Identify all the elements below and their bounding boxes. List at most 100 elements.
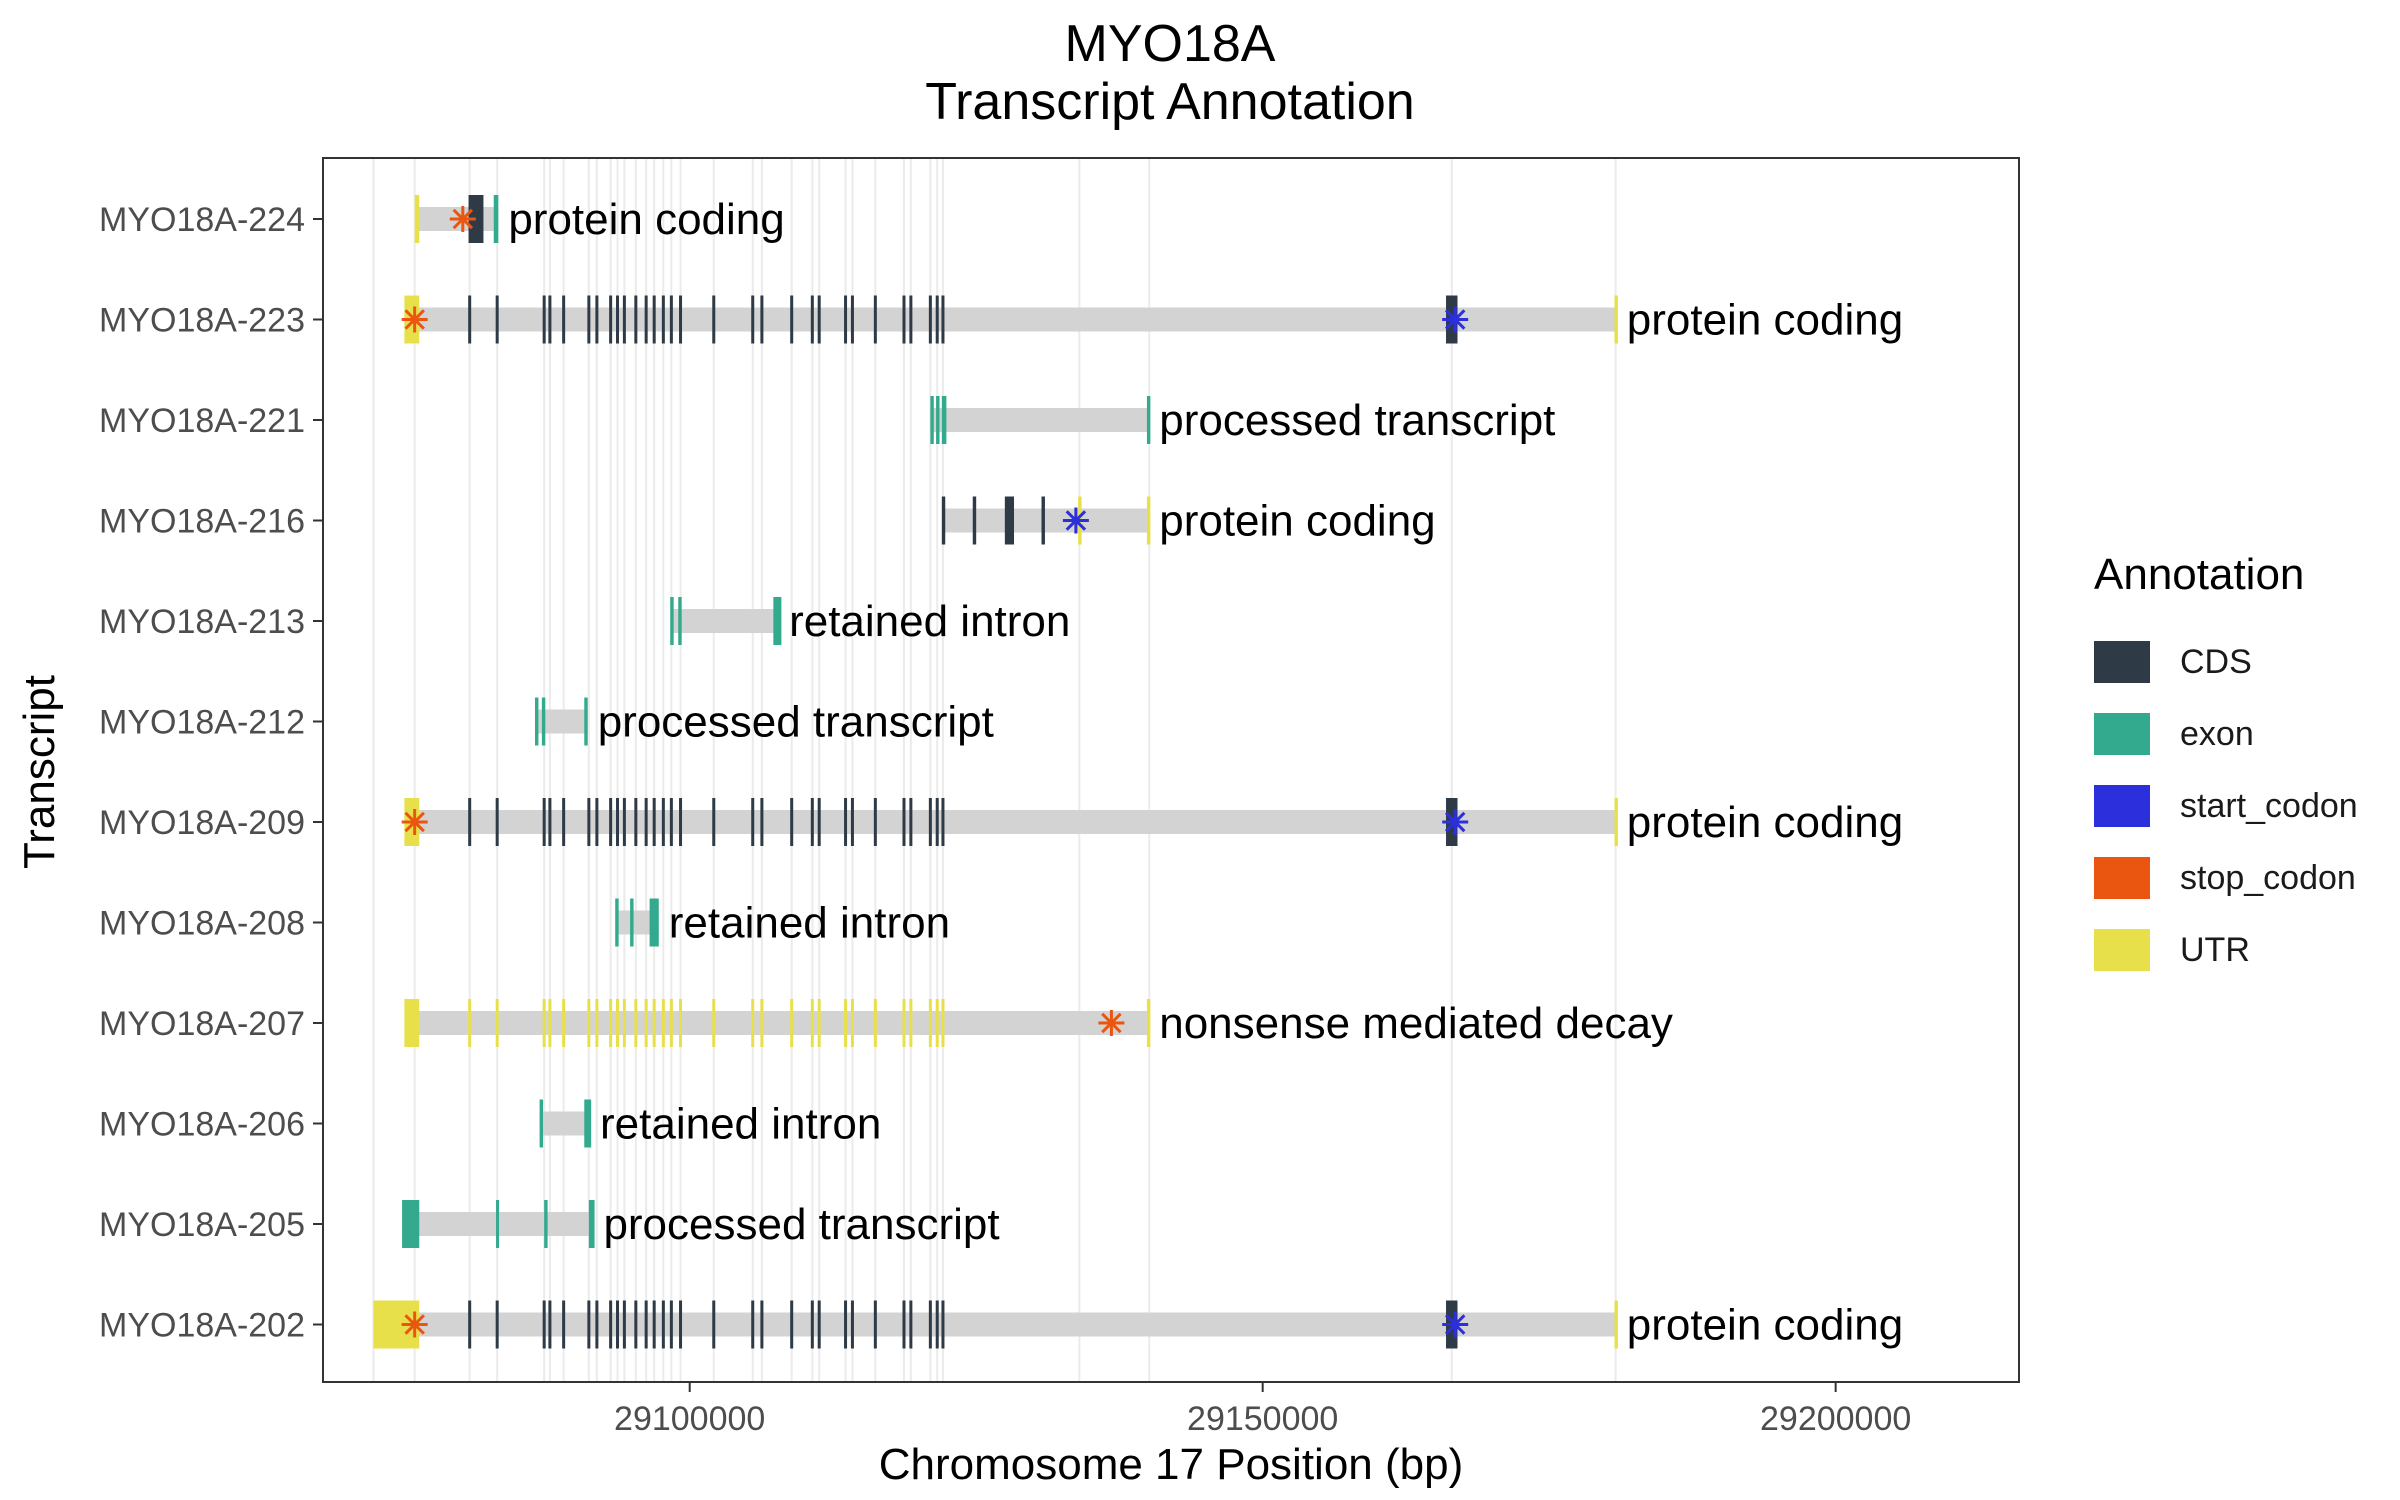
legend-label-exon: exon — [2180, 714, 2254, 753]
exon-block — [542, 1300, 546, 1349]
exon-block — [928, 1300, 932, 1349]
exon-block — [539, 1099, 544, 1148]
cds-block — [941, 496, 946, 545]
legend-label-utr: UTR — [2180, 930, 2250, 969]
transcript-label: protein coding — [1627, 1301, 1903, 1350]
exon-block — [548, 999, 552, 1047]
exon-block — [773, 597, 782, 645]
exon-block — [844, 295, 848, 344]
exon-block — [902, 999, 906, 1047]
transcript-myo18a-216: protein coding — [941, 496, 1436, 546]
y-tick-label: MYO18A-223 — [99, 302, 305, 340]
y-tick-label: MYO18A-224 — [99, 201, 305, 239]
exon-block — [468, 798, 472, 846]
exon-block — [941, 999, 945, 1047]
exon-block — [562, 1300, 566, 1349]
utr-block — [1146, 999, 1151, 1047]
exon-block — [644, 1300, 648, 1349]
exon-block — [844, 798, 848, 846]
transcript-label: protein coding — [508, 195, 784, 244]
utr-block — [414, 195, 420, 243]
transcript-backbone — [414, 307, 1617, 332]
exon-block — [595, 1300, 599, 1349]
exon-block — [652, 999, 656, 1047]
transcript-myo18a-208: retained intron — [615, 898, 950, 948]
transcript-backbone — [414, 1212, 594, 1236]
utr-block — [1614, 1300, 1618, 1349]
exon-block — [548, 798, 552, 846]
transcript-backbone — [671, 609, 780, 633]
exon-block — [679, 295, 683, 344]
exon-block — [936, 396, 940, 444]
exon-block — [661, 798, 665, 846]
exon-block — [634, 1300, 638, 1349]
exon-block — [817, 798, 821, 846]
exon-block — [1146, 396, 1151, 444]
exon-block — [810, 1300, 814, 1349]
exon-block — [751, 999, 755, 1047]
exon-block — [817, 295, 821, 344]
legend-swatch-utr — [2094, 929, 2150, 971]
exon-block — [595, 798, 599, 846]
y-tick-label: MYO18A-216 — [99, 503, 305, 541]
stop-codon-marker — [449, 206, 476, 232]
chart-subtitle: Transcript Annotation — [925, 73, 1415, 131]
utr-block — [404, 999, 420, 1047]
exon-block — [850, 295, 854, 344]
exon-block — [562, 999, 566, 1047]
panel-background — [323, 158, 2019, 1382]
exon-block — [562, 798, 566, 846]
exon-block — [679, 798, 683, 846]
asterisk-stroke — [1065, 510, 1087, 531]
transcript-label: retained intron — [669, 899, 950, 948]
exon-block — [535, 697, 539, 746]
transcript-myo18a-205: processed transcript — [402, 1200, 1000, 1249]
transcript-label: nonsense mediated decay — [1159, 999, 1673, 1048]
transcript-myo18a-223: protein coding — [401, 295, 1903, 345]
exon-block — [616, 295, 620, 344]
cds-block — [1041, 496, 1045, 545]
legend-item-start-codon: start_codon — [2094, 770, 2358, 842]
exon-block — [928, 999, 932, 1047]
asterisk-stroke — [452, 208, 474, 230]
transcript-myo18a-224: protein coding — [414, 195, 785, 244]
legend-swatch-cds — [2094, 641, 2150, 683]
transcript-label: protein coding — [1627, 296, 1903, 345]
exon-block — [542, 999, 546, 1047]
exon-block — [850, 999, 854, 1047]
exon-block — [493, 195, 499, 243]
transcript-myo18a-213: retained intron — [670, 597, 1070, 646]
y-tick-label: MYO18A-207 — [99, 1005, 305, 1043]
asterisk-stroke — [1101, 1012, 1122, 1034]
utr-block — [1614, 798, 1618, 846]
exon-block — [495, 295, 499, 344]
transcript-myo18a-206: retained intron — [539, 1099, 881, 1149]
exon-block — [587, 999, 591, 1047]
y-tick-label: MYO18A-205 — [99, 1206, 305, 1244]
legend-label-cds: CDS — [2180, 642, 2252, 681]
exon-block — [751, 295, 755, 344]
legend-item-utr: UTR — [2094, 914, 2358, 986]
exon-block — [810, 295, 814, 344]
transcript-backbone — [930, 408, 1150, 432]
transcript-myo18a-202: protein coding — [373, 1300, 1903, 1350]
exon-block — [902, 798, 906, 846]
exon-block — [609, 999, 613, 1047]
exon-block — [644, 798, 648, 846]
exon-block — [790, 1300, 794, 1349]
chart-title: MYO18A — [1064, 15, 1276, 73]
exon-block — [661, 295, 665, 344]
transcript-label: processed transcript — [598, 698, 994, 747]
exon-block — [652, 1300, 656, 1349]
exon-block — [935, 1300, 939, 1349]
exon-block — [595, 999, 599, 1047]
exon-block — [669, 999, 673, 1047]
start-codon-marker — [1442, 1311, 1469, 1338]
exon-block — [712, 295, 716, 344]
legend-title: Annotation — [2094, 550, 2305, 599]
exon-block — [873, 798, 877, 846]
exon-block — [587, 295, 591, 344]
exon-block — [928, 295, 932, 344]
y-tick-label: MYO18A-221 — [99, 402, 305, 440]
transcript-label: retained intron — [600, 1100, 881, 1149]
